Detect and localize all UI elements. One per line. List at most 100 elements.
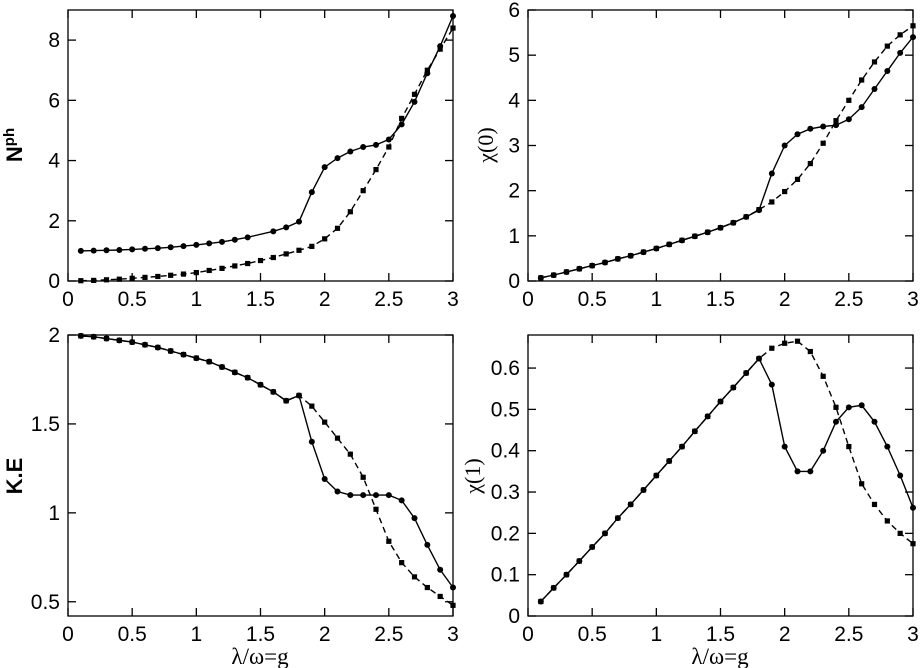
x-tick-label: 3 [447,623,459,646]
data-point-square [129,339,135,345]
data-point-square [833,404,839,410]
panel-chi0: χ(0) 0 0.5 1 1.5 2 2.5 3 0 1 2 3 4 5 6 [473,0,919,311]
x-tick-label: 3 [447,288,459,311]
data-point-square [538,598,544,605]
data-point-square [897,32,903,38]
data-point-square [910,541,916,547]
data-point-circle [820,447,827,454]
data-point-square [78,278,84,284]
data-point-square [653,472,659,479]
data-point-circle [296,218,302,225]
data-point-circle [347,492,354,499]
data-point-square [399,115,405,121]
data-point-square [373,506,379,512]
data-point-circle [90,247,97,254]
data-point-square [309,403,315,409]
data-point-square [602,530,608,536]
data-point-circle [385,136,392,143]
data-point-circle [334,155,341,162]
x-tick-label: 2.5 [834,288,863,311]
data-point-square [705,229,711,235]
data-point-square [193,269,199,276]
data-point-square [450,602,456,608]
data-point-circle [884,67,891,74]
ticks: 0 0.5 1 1.5 2 2.5 30.511.52 [31,324,459,646]
data-point-square [347,209,353,215]
data-point-circle [833,418,839,425]
data-point-square [563,572,570,578]
data-point-square [283,251,289,257]
data-point-circle [910,504,916,511]
data-point-square [589,263,595,269]
data-point-circle [411,515,418,522]
data-point-circle [398,497,405,504]
data-point-square [730,384,736,391]
data-point-circle [845,116,852,123]
data-point-square [360,188,366,194]
series-line-dashed [540,25,914,279]
data-point-square [116,337,122,343]
data-point-circle [897,472,904,479]
y-axis-label: Nph [1,128,27,162]
data-point-square [833,118,839,124]
series-line-dashed [540,340,914,602]
ticks: 0 0.5 1 1.5 2 2.5 3 0 2 4 6 8 [48,10,459,311]
series-marks [537,338,916,605]
y-axis-label: χ(1) [460,458,485,494]
data-point-circle [897,49,904,56]
series-line-dashed [80,27,454,282]
data-point-square [245,375,251,381]
ticks: 0 0.5 1 1.5 2 2.5 3 0 1 2 3 4 5 6 [508,0,919,311]
data-point-square [347,451,353,457]
y-tick-label: 0.4 [491,440,521,463]
data-point-square [206,267,212,274]
data-point-square [155,273,161,280]
series-line-solid [540,36,914,279]
data-point-square [602,259,608,266]
x-tick-label: 1.5 [246,623,275,646]
data-point-circle [116,246,123,253]
data-point-square [296,392,302,399]
data-point-square [628,501,634,508]
data-point-square [322,236,328,242]
data-point-circle [858,402,865,409]
data-point-square [705,413,711,420]
series-line-solid [80,15,454,252]
x-tick-label: 1.5 [246,288,275,311]
y-tick-label: 4 [508,89,520,112]
data-point-circle [884,443,891,450]
y-tick-label: 1.5 [31,413,60,436]
data-point-square [245,260,251,267]
series-line-solid [80,335,454,588]
data-point-square [116,276,122,282]
data-point-square [219,364,225,370]
data-point-circle [871,86,878,93]
y-tick-label: 0.3 [491,481,520,504]
data-point-square [411,91,418,97]
x-axis-label: λ/ω=g [231,644,289,668]
data-point-square [563,269,570,275]
data-point-square [206,359,212,365]
data-point-circle [270,228,277,235]
data-point-circle [334,488,341,495]
data-point-square [820,140,826,146]
y-tick-label: 0 [48,270,60,293]
y-tick-label: 0.1 [491,564,520,587]
y-tick-label: 2 [48,324,60,347]
data-point-square [756,355,762,362]
data-point-square [884,518,890,524]
data-point-circle [858,104,865,111]
data-point-square [91,334,97,340]
data-point-square [450,25,456,31]
y-tick-label: 2 [508,180,520,203]
data-point-circle [398,121,405,128]
data-point-circle [142,245,148,252]
x-tick-label: 3 [907,288,919,311]
data-point-square [782,340,788,346]
data-point-square [180,271,187,277]
x-tick-label: 0.5 [118,623,147,646]
y-tick-label: 0 [508,605,520,628]
data-point-square [666,241,672,248]
data-point-square [424,584,430,591]
data-point-square [794,338,801,344]
